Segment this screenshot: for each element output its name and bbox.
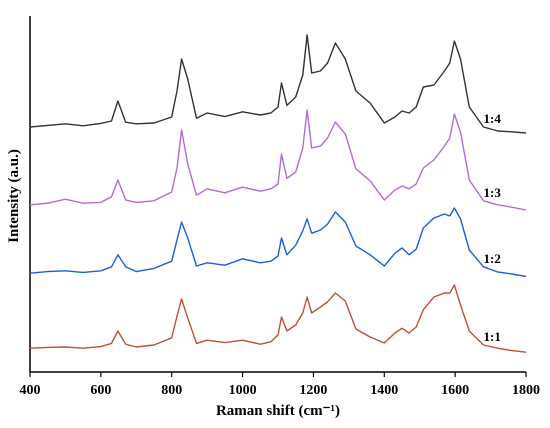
- spectrum-line-1-2: [29, 207, 527, 278]
- x-tick-label: 1400: [370, 383, 398, 398]
- series-label-1-4: 1:4: [483, 111, 501, 126]
- x-tick-label: 800: [161, 383, 182, 398]
- spectrum-line-1-4: [29, 34, 527, 134]
- y-axis-title: Intensity (a.u.): [6, 149, 22, 243]
- x-axis-ticks: 400 600 800 1000 1200 1400 1600 1800: [20, 372, 540, 398]
- x-tick-label: 1000: [229, 383, 257, 398]
- series-label-1-3: 1:3: [483, 185, 501, 200]
- spectrum-line-1-3: [29, 109, 527, 211]
- x-tick-label: 1200: [299, 383, 327, 398]
- plot-area: [29, 16, 526, 373]
- x-tick-label: 1600: [441, 383, 469, 398]
- spectra-traces: [29, 34, 527, 353]
- series-label-1-2: 1:2: [483, 251, 500, 266]
- x-tick-label: 400: [20, 383, 41, 398]
- x-tick-label: 600: [90, 383, 111, 398]
- x-axis-title: Raman shift (cm⁻¹): [216, 403, 340, 419]
- series-labels: 1:4 1:3 1:2 1:1: [483, 111, 501, 344]
- x-tick-label: 1800: [512, 383, 540, 398]
- series-label-1-1: 1:1: [483, 329, 500, 344]
- spectrum-line-1-1: [29, 284, 527, 353]
